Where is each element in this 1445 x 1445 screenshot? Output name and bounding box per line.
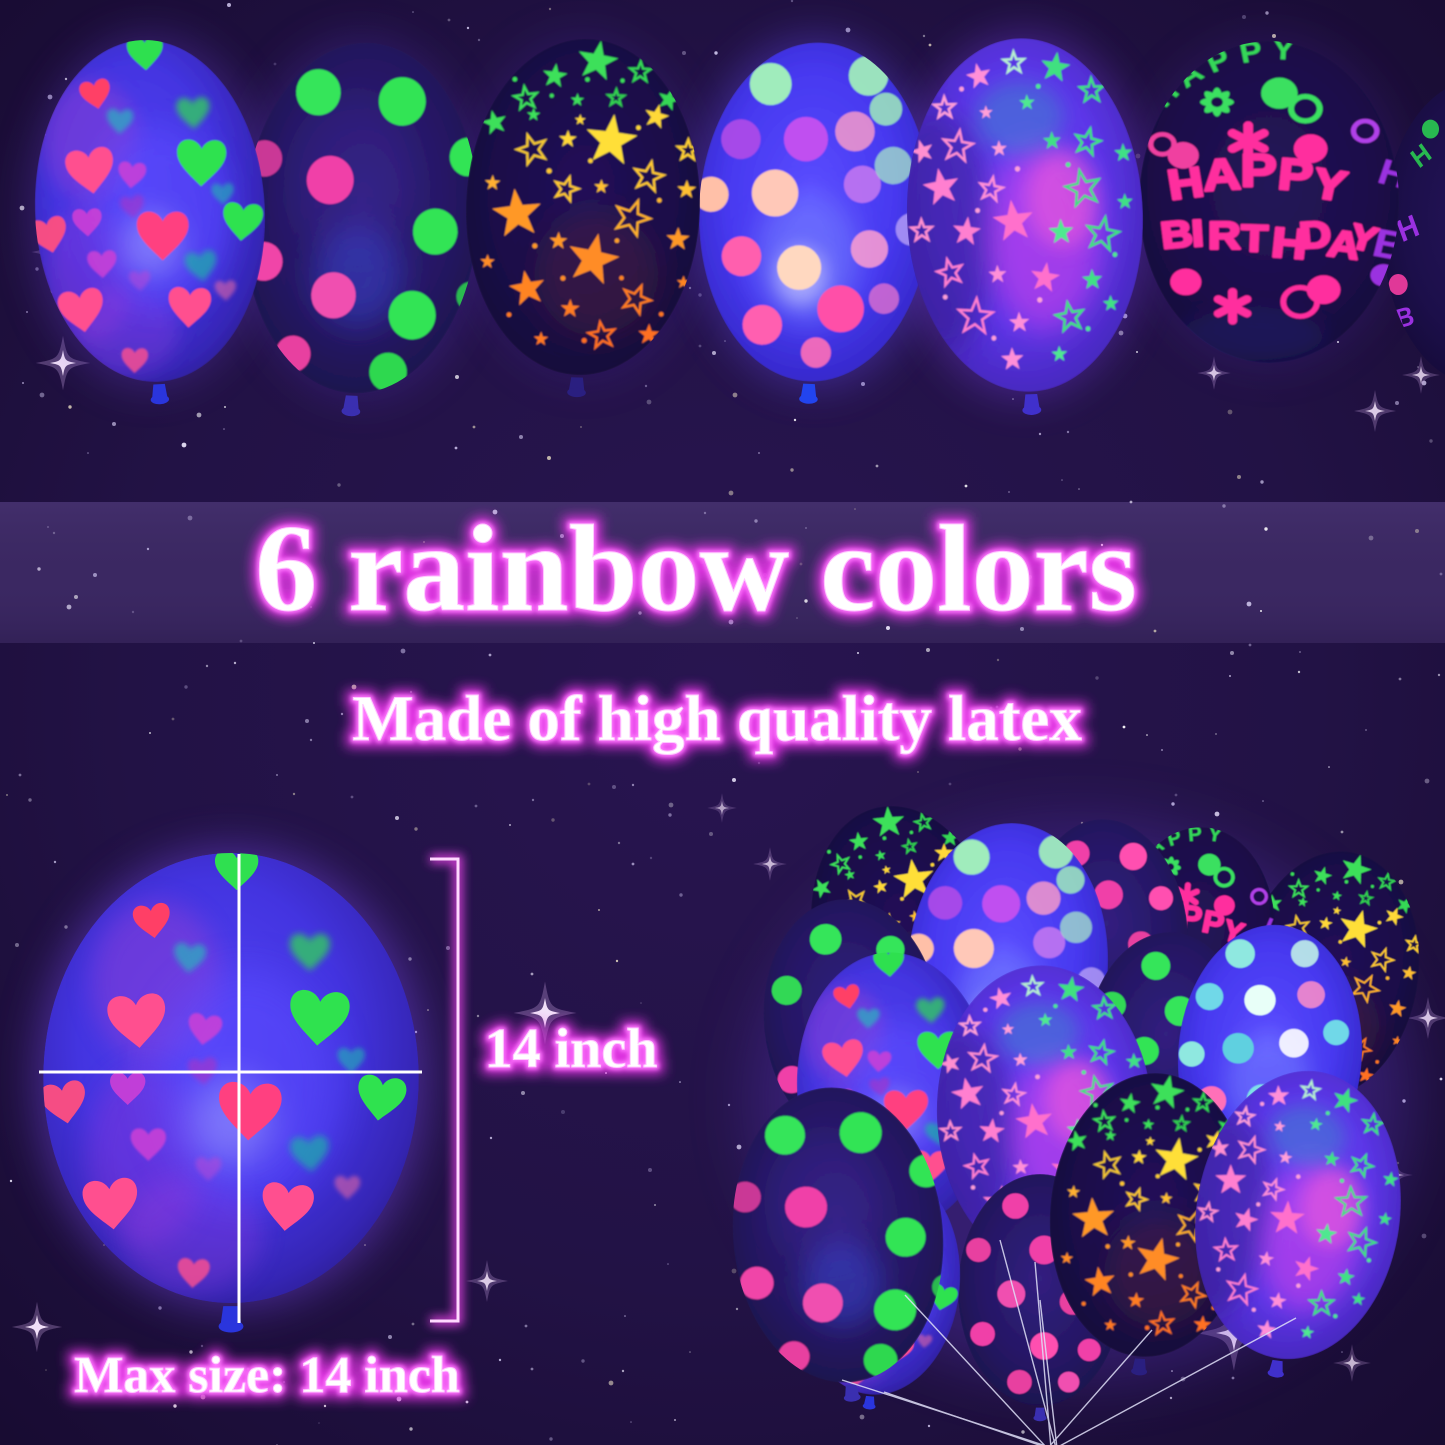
svg-text:Made of high quality latex: Made of high quality latex bbox=[352, 683, 1082, 755]
svg-text:Max size: 14 inch: Max size: 14 inch bbox=[74, 1347, 460, 1404]
svg-text:6 rainbow colors: 6 rainbow colors bbox=[255, 500, 1137, 637]
svg-text:6 rainbow colors: 6 rainbow colors bbox=[255, 500, 1137, 637]
svg-text:6 rainbow colors: 6 rainbow colors bbox=[255, 500, 1137, 637]
svg-text:Made of high quality latex: Made of high quality latex bbox=[352, 683, 1082, 755]
svg-text:Made of high quality latex: Made of high quality latex bbox=[352, 683, 1082, 755]
svg-text:14 inch: 14 inch bbox=[485, 1018, 658, 1080]
svg-text:Max size: 14 inch: Max size: 14 inch bbox=[74, 1347, 460, 1404]
svg-text:14 inch: 14 inch bbox=[485, 1018, 658, 1080]
svg-text:14 inch: 14 inch bbox=[485, 1018, 658, 1080]
svg-text:Max size: 14 inch: Max size: 14 inch bbox=[74, 1347, 460, 1404]
